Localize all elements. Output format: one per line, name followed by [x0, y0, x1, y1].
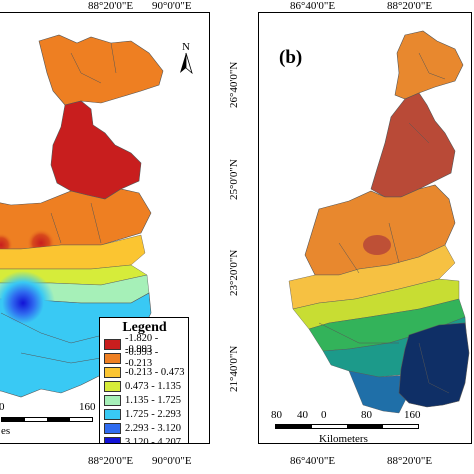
- panel-a-map-frame: N Legend -1.820 - -0.993 -0.993 - -0.213-…: [0, 12, 210, 444]
- legend-entry: -0.993 - -0.213: [104, 347, 185, 369]
- panel-b-map-frame: (b) 80 40 0 80 160 Kilometers: [258, 12, 472, 444]
- legend-entry: -1.820 - -0.993: [104, 333, 185, 355]
- legend-swatch: [104, 352, 121, 364]
- panel-b-scale-label-40: 40: [297, 409, 308, 421]
- legend-swatch: [104, 366, 121, 378]
- panel-a-map: N: [0, 34, 193, 398]
- panel-b-left-tick-4: 21°40'0"N: [228, 345, 240, 392]
- panel-b-scale-title: Kilometers: [319, 433, 368, 444]
- north-label: N: [182, 41, 190, 53]
- legend-entry: 2.293 - 3.120: [104, 421, 185, 435]
- b-region-central-red: [370, 92, 456, 198]
- panel-b-scale-bar: [275, 424, 419, 429]
- legend: Legend -1.820 - -0.993 -0.993 - -0.213 -0.…: [99, 317, 189, 444]
- legend-swatch: [104, 422, 121, 434]
- panel-b-left-tick-1: 26°40'0"N: [228, 61, 240, 108]
- panel-b-scale-label-0: 0: [321, 409, 327, 421]
- panel-b-label: (b): [279, 47, 303, 68]
- legend-entry: -0.213 - 0.473: [104, 365, 185, 379]
- legend-entry-label: -0.993 - -0.213: [125, 347, 159, 369]
- legend-entry-label: -1.820 - -0.993: [125, 333, 159, 355]
- panel-a-bottom-tick-2: 90°0'0"E: [152, 455, 192, 467]
- legend-entry-label: 0.473 - 1.135: [125, 380, 181, 392]
- b-red-spot: [363, 235, 391, 255]
- legend-swatch: [104, 408, 121, 420]
- panel-a-bottom-tick-1: 88°20'0"E: [88, 455, 134, 467]
- b-region-blue: [348, 370, 410, 414]
- legend-entry-label: 1.135 - 1.725: [125, 394, 181, 406]
- legend-title: Legend: [122, 320, 167, 335]
- b-region-navy: [398, 322, 470, 408]
- panel-b-map: [288, 30, 470, 414]
- panel-b-top-tick-1: 86°40'0"E: [290, 0, 336, 12]
- legend-entry-label: 2.293 - 3.120: [125, 422, 181, 434]
- blue-hotspot: [0, 271, 55, 335]
- panel-b-scale-label-80b: 80: [361, 409, 372, 421]
- panel-b-bottom-tick-1: 86°40'0"E: [290, 455, 336, 467]
- panel-a-scale-label-160: 160: [79, 401, 96, 413]
- legend-entry-label: 1.725 - 2.293: [125, 408, 181, 420]
- panel-b-top-tick-2: 88°20'0"E: [387, 0, 433, 12]
- panel-a-scale-label-0: 0: [0, 401, 5, 413]
- panel-b-scale-label-160: 160: [404, 409, 421, 421]
- b-district-boundaries: [318, 52, 450, 394]
- legend-entries: -1.820 - -0.993 -0.993 - -0.213 -0.213 - 0…: [104, 333, 185, 444]
- panel-a-top-tick-1: 88°20'0"E: [88, 0, 134, 12]
- region-north: [38, 34, 164, 106]
- panel-b-left-tick-2: 25°0'0"N: [228, 159, 240, 200]
- legend-entry-label: -0.213 - 0.473: [125, 366, 185, 378]
- legend-entry: 0.473 - 1.135: [104, 379, 185, 393]
- legend-swatch: [104, 394, 121, 406]
- panel-a-scale-title: es: [1, 425, 11, 437]
- legend-entry: 1.725 - 2.293: [104, 407, 185, 421]
- panel-a-top-tick-2: 90°0'0"E: [152, 0, 192, 12]
- panel-b-bottom-tick-2: 88°20'0"E: [387, 455, 433, 467]
- region-central-red: [50, 100, 142, 200]
- legend-entry: 3.120 - 4.207: [104, 435, 185, 444]
- district-boundaries: [0, 42, 117, 364]
- panel-a-scale-bar: [1, 417, 93, 422]
- panel-b-scale-label-80a: 80: [271, 409, 282, 421]
- north-arrow: [180, 52, 193, 75]
- b-region-north: [394, 30, 464, 100]
- panel-b-left-tick-3: 23°20'0"N: [228, 249, 240, 296]
- legend-entry-label: 3.120 - 4.207: [125, 436, 181, 444]
- legend-swatch: [104, 338, 121, 350]
- legend-swatch: [104, 436, 121, 443]
- legend-entry: 1.135 - 1.725: [104, 393, 185, 407]
- legend-swatch: [104, 380, 121, 392]
